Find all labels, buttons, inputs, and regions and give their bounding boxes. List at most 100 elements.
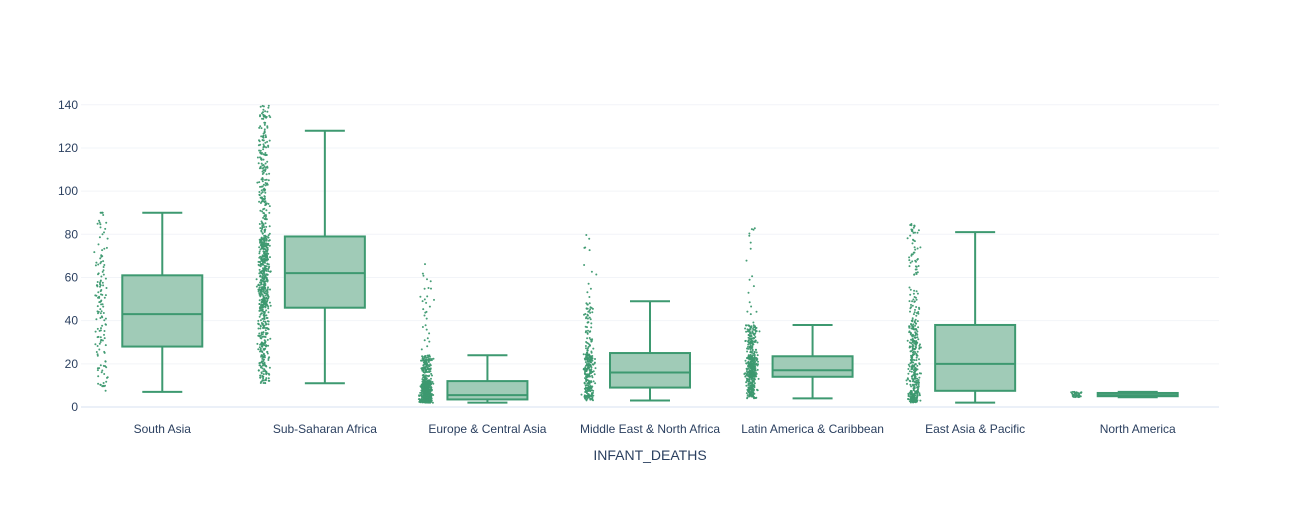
data-point <box>262 111 264 114</box>
data-point <box>267 179 270 182</box>
data-point <box>751 350 754 352</box>
data-point <box>262 208 265 211</box>
data-point <box>914 381 917 384</box>
data-point <box>97 335 100 338</box>
data-point <box>429 280 432 283</box>
data-point <box>426 400 428 403</box>
data-point <box>422 308 425 311</box>
data-point <box>916 258 919 261</box>
data-point <box>588 237 591 240</box>
data-point <box>587 329 589 332</box>
data-point <box>256 342 259 345</box>
data-point <box>916 271 919 274</box>
data-point <box>267 104 270 107</box>
data-point <box>265 218 268 221</box>
box-0 <box>121 211 204 393</box>
data-point <box>99 312 102 315</box>
data-point <box>262 136 265 139</box>
data-point <box>908 341 911 344</box>
data-point <box>1079 395 1082 398</box>
data-point <box>585 330 588 333</box>
data-point <box>96 369 99 372</box>
data-point <box>421 272 424 275</box>
data-point <box>265 300 268 303</box>
data-point <box>428 340 431 343</box>
data-point <box>909 383 912 386</box>
data-point <box>269 270 272 273</box>
y-tick-label: 100 <box>58 184 78 198</box>
data-point <box>99 317 102 319</box>
data-point <box>914 318 917 321</box>
data-point <box>424 311 427 314</box>
data-point <box>755 348 757 351</box>
data-point <box>423 287 426 290</box>
data-point <box>911 365 913 368</box>
data-point <box>590 270 593 273</box>
data-point <box>96 285 99 288</box>
data-point <box>910 375 913 378</box>
boxes <box>121 129 1179 404</box>
data-point <box>755 372 758 375</box>
data-point <box>746 328 749 331</box>
data-point <box>262 148 265 151</box>
data-point <box>916 341 919 344</box>
data-point <box>426 384 429 387</box>
data-point <box>913 374 916 377</box>
data-point <box>423 298 426 301</box>
data-point <box>101 369 104 372</box>
data-point <box>584 397 587 400</box>
data-point <box>428 398 431 401</box>
data-point <box>261 323 264 326</box>
data-point <box>104 227 107 230</box>
data-point <box>587 379 590 382</box>
data-point <box>914 332 917 335</box>
data-point <box>258 191 261 193</box>
data-point <box>595 273 598 276</box>
data-point <box>431 401 434 404</box>
data-point <box>744 372 747 375</box>
data-point <box>909 380 912 383</box>
data-point <box>260 331 263 334</box>
data-point <box>104 323 107 326</box>
data-point <box>751 356 754 359</box>
data-point <box>255 285 258 288</box>
data-point <box>749 313 752 316</box>
data-point <box>258 126 261 129</box>
data-point <box>912 378 914 381</box>
data-point <box>265 269 268 272</box>
data-point <box>915 359 918 362</box>
data-point <box>745 330 748 333</box>
box-6 <box>1096 390 1179 399</box>
data-point <box>913 385 916 388</box>
data-point <box>102 384 105 387</box>
data-point <box>918 372 921 375</box>
data-point <box>102 269 105 272</box>
data-point <box>748 373 751 376</box>
data-point <box>103 247 106 250</box>
data-point <box>262 283 265 286</box>
data-point <box>747 343 750 346</box>
data-point <box>260 259 263 262</box>
data-point <box>263 145 266 148</box>
data-point <box>263 153 266 156</box>
data-point <box>426 396 429 399</box>
data-point <box>914 390 917 393</box>
data-point <box>591 363 594 366</box>
data-point <box>258 288 261 291</box>
data-point <box>751 375 754 378</box>
data-point <box>264 242 267 245</box>
data-point <box>755 310 758 313</box>
data-point <box>260 337 263 340</box>
data-point <box>911 300 914 303</box>
data-point <box>263 131 266 134</box>
data-point <box>260 283 262 286</box>
data-point <box>258 250 261 253</box>
data-point <box>908 345 911 348</box>
data-point <box>429 363 432 366</box>
data-point <box>104 317 107 320</box>
data-point <box>267 344 270 347</box>
data-point <box>264 303 267 306</box>
data-point <box>419 400 422 403</box>
data-point <box>260 289 263 292</box>
data-point <box>427 368 430 371</box>
